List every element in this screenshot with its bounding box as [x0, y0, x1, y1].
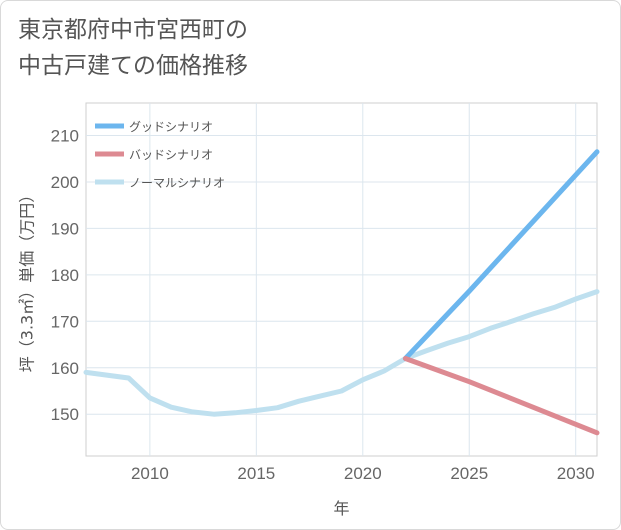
x-axis-label: 年 — [333, 499, 349, 518]
x-tick-label: 2030 — [557, 464, 595, 483]
x-tick-label: 2020 — [344, 464, 382, 483]
x-tick-label: 2015 — [237, 464, 275, 483]
legend-label: グッドシナリオ — [129, 120, 213, 134]
y-axis-ticks: 150 160 170 180 190 200 210 — [51, 127, 79, 425]
y-tick-label: 160 — [51, 359, 79, 378]
y-tick-label: 170 — [51, 312, 79, 331]
series-line-1 — [402, 149, 600, 361]
x-axis-ticks: 2010 2015 2020 2025 2030 — [131, 464, 595, 483]
y-tick-label: 190 — [51, 219, 79, 238]
y-axis-label: 坪（3.3㎡）単価（万円） — [18, 187, 37, 372]
series-line-2 — [402, 356, 600, 436]
chart-title-line-1: 東京都府中市宮西町の — [18, 17, 248, 43]
x-tick-label: 2010 — [131, 464, 169, 483]
series-lines — [83, 149, 600, 436]
legend-label: バッドシナリオ — [129, 148, 213, 162]
y-tick-label: 200 — [51, 173, 79, 192]
x-tick-label: 2025 — [450, 464, 488, 483]
series-line-3 — [83, 289, 600, 417]
y-tick-label: 210 — [51, 127, 79, 146]
chart-title-line-2: 中古戸建ての価格推移 — [18, 53, 248, 79]
legend-label: ノーマルシナリオ — [129, 176, 225, 190]
y-tick-label: 180 — [51, 266, 79, 285]
y-tick-label: 150 — [51, 405, 79, 424]
chart-title: 東京都府中市宮西町の 中古戸建ての価格推移 — [18, 12, 248, 84]
